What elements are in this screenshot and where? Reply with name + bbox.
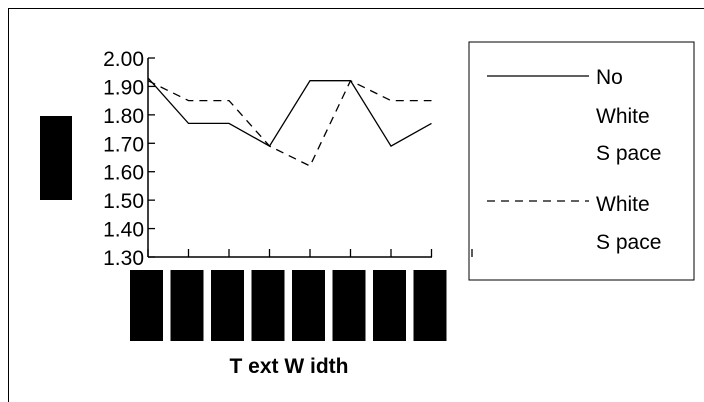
series-line-white-space [147,79,432,167]
legend-box [468,41,695,281]
legend-line: S pace [596,231,661,254]
y-tick-label: 1.70 [103,133,144,156]
legend-label-no-white-space: No White S pace [596,66,661,165]
legend-line: White [596,105,650,128]
x-axis-label: T ext W idth [230,355,349,378]
y-tick-label: 1.90 [103,76,144,99]
redacted-x-tick-label [413,270,447,341]
legend-label-white-space: White S pace [596,193,661,254]
legend-line: No [596,66,623,89]
redacted-x-tick-label [251,270,285,341]
y-tick-label: 1.60 [103,162,144,185]
y-tick-label: 2.00 [103,48,144,71]
redacted-x-tick-labels [130,270,447,341]
y-tick-label: 1.80 [103,105,144,128]
legend-line: S pace [596,142,661,165]
chart-frame [8,8,704,402]
y-ticks: 1.30 1.40 1.50 1.60 1.70 1.80 1.90 2.00 [103,48,155,270]
y-tick-label: 1.50 [103,190,144,213]
redacted-x-tick-label [170,270,204,341]
series-line-no-white-space [147,77,432,147]
redacted-x-tick-label [292,270,325,341]
y-tick-label: 1.30 [103,247,144,270]
redacted-ylabel-block [40,116,72,200]
redacted-x-tick-label [130,270,163,341]
redacted-x-tick-label [332,270,366,341]
y-tick-label: 1.40 [103,219,144,242]
legend-line: White [596,193,650,216]
redacted-x-tick-label [211,270,244,341]
redacted-x-tick-label [373,270,406,341]
x-ticks [147,249,473,257]
